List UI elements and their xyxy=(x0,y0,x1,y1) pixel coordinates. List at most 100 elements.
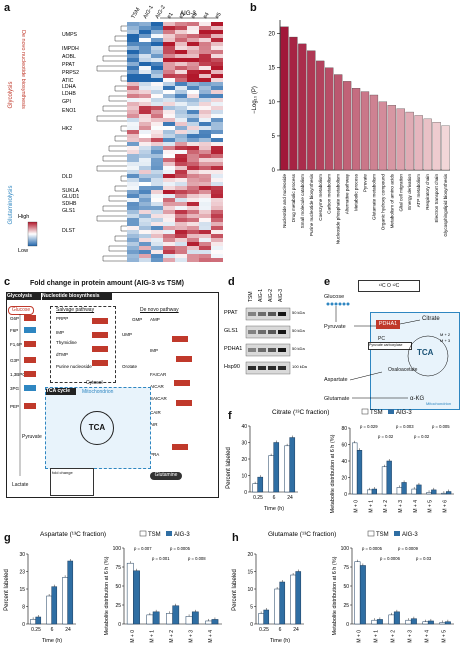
ytick-label: 20 xyxy=(247,552,253,558)
heatmap-cell xyxy=(139,142,151,146)
heatmap-cell xyxy=(175,70,187,74)
heatmap-cell xyxy=(163,210,175,214)
heatmap-cell xyxy=(175,194,187,198)
heatmap-cell xyxy=(127,34,139,38)
heatmap-cell xyxy=(211,26,223,30)
heatmap-cell xyxy=(139,170,151,174)
heatmap-cell xyxy=(127,118,139,122)
dendrogram-branch xyxy=(108,195,127,202)
heatmap-col-label: TSM xyxy=(131,7,142,20)
bar-aig3 xyxy=(211,619,219,625)
heatmap-cell xyxy=(199,34,211,38)
gene-label: GLS1 xyxy=(62,208,75,214)
heatmap-cell xyxy=(175,110,187,114)
heatmap-cell xyxy=(199,106,211,110)
heatmap-cell xyxy=(127,130,139,134)
c-denovo-metabolite: CAIR xyxy=(150,410,162,415)
xtick-label: 24 xyxy=(287,495,293,501)
heatmap-cell xyxy=(187,238,199,242)
e-aspartate: Aspartate xyxy=(324,377,348,383)
dendrogram-branch xyxy=(114,135,127,142)
heatmap-cell xyxy=(139,198,151,202)
bar-tsm xyxy=(388,614,395,625)
panel-e-label: e xyxy=(324,276,331,288)
gene-label: ATIC xyxy=(62,78,74,84)
panel-d-label: d xyxy=(228,276,235,288)
b-bar xyxy=(298,43,307,171)
gene-label: AOBL xyxy=(62,54,76,60)
d-kda-label: 50 kDa xyxy=(292,328,305,333)
heatmap-cell xyxy=(211,98,223,102)
heatmap-cell xyxy=(187,70,199,74)
heatmap-cell xyxy=(175,58,187,62)
heatmap-cell xyxy=(139,34,151,38)
d-band xyxy=(258,330,266,334)
heatmap-cell xyxy=(127,62,139,66)
heatmap-cell xyxy=(127,82,139,86)
heatmap-cell xyxy=(175,226,187,230)
heatmap-cell xyxy=(175,106,187,110)
heatmap-legend-bar xyxy=(27,221,38,247)
heatmap-cell xyxy=(151,254,163,258)
heatmap-cell xyxy=(127,102,139,106)
heatmap-cell xyxy=(139,186,151,190)
heatmap-cell xyxy=(175,214,187,218)
c-metabolite: PEP xyxy=(10,404,19,409)
d-band xyxy=(268,366,276,370)
c-denovo-metabolite: AIR xyxy=(150,422,158,427)
c-glucose: Glucose xyxy=(8,306,34,315)
heatmap-cell xyxy=(163,30,175,34)
heatmap-cell xyxy=(187,186,199,190)
bar-aig3 xyxy=(191,611,199,625)
heatmap-cell xyxy=(163,106,175,110)
bar-tsm xyxy=(396,487,402,495)
d-row-label: GLS1 xyxy=(224,328,238,334)
dendrogram-branch xyxy=(114,35,127,42)
heatmap-cell xyxy=(211,74,223,78)
heatmap-cell xyxy=(151,174,163,178)
dendrogram-branch xyxy=(120,25,127,32)
heatmap-cell xyxy=(139,154,151,158)
b-bar xyxy=(405,111,414,171)
heatmap-cell xyxy=(151,158,163,162)
heatmap-cell xyxy=(199,246,211,250)
heatmap-cell xyxy=(211,114,223,118)
heatmap-cell xyxy=(211,82,223,86)
c-salvage-enzyme xyxy=(92,332,108,338)
heatmap-cell xyxy=(127,186,139,190)
heatmap-cell xyxy=(187,50,199,54)
heatmap-cell xyxy=(127,182,139,186)
heatmap-cell xyxy=(151,102,163,106)
e-carbon-dot xyxy=(326,302,330,306)
heatmap-cell xyxy=(151,214,163,218)
bar-tsm xyxy=(166,613,173,625)
heatmap-cell xyxy=(139,166,151,170)
heatmap-cell xyxy=(139,174,151,178)
heatmap-cell xyxy=(187,158,199,162)
heatmap-cell xyxy=(139,230,151,234)
heatmap-cell xyxy=(199,22,211,26)
heatmap-cell xyxy=(127,66,139,70)
e-pdha1: PDHA1 xyxy=(376,320,400,329)
c-salvage-metabolite: Thymidine xyxy=(56,340,77,345)
heatmap-cell xyxy=(175,206,187,210)
d-band xyxy=(268,312,276,316)
pvalue-annotation: p = 0.0005 xyxy=(362,546,383,551)
heatmap-cell xyxy=(199,94,211,98)
gene-label: GLUD1 xyxy=(62,194,79,200)
d-band xyxy=(278,330,286,334)
heatmap-cell xyxy=(151,194,163,198)
heatmap-cell xyxy=(199,102,211,106)
c-salvage: Salvage pathway xyxy=(56,307,95,313)
b-xtick-label: Nucleotide and nucleoside xyxy=(282,174,287,228)
c-metabolite: G6P xyxy=(10,316,19,321)
bar-aig3 xyxy=(427,620,434,625)
heatmap-cell xyxy=(187,214,199,218)
heatmap-cell xyxy=(163,202,175,206)
heatmap-cell xyxy=(175,150,187,154)
heatmap-cell xyxy=(151,142,163,146)
legend-low: Low xyxy=(18,248,28,254)
e-diagram-svg: M + 2M + 3 xyxy=(326,302,451,399)
pvalue-annotation: p = 0.02 xyxy=(378,434,394,439)
heatmap-cell xyxy=(187,22,199,26)
